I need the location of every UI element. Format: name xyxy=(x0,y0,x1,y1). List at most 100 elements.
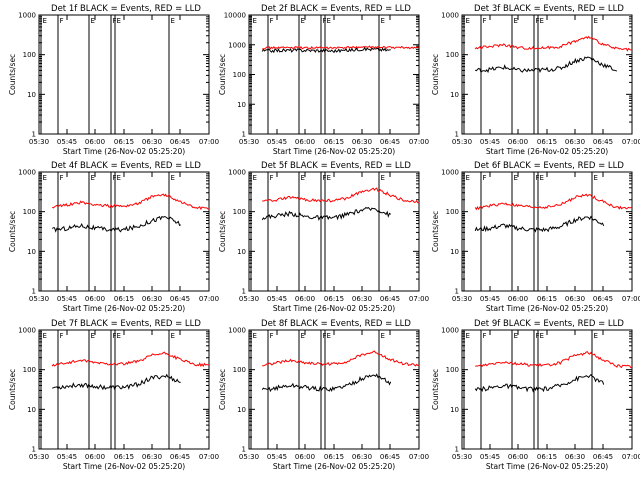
x-tick-label: 06:30 xyxy=(352,138,372,146)
x-tick-label: 06:30 xyxy=(142,295,162,303)
y-tick-label: 100 xyxy=(23,366,36,374)
event-marker-letter: F xyxy=(60,17,64,25)
y-tick-label: 100 xyxy=(233,208,246,216)
y-tick-label: 10 xyxy=(450,406,459,414)
x-tick-label: 05:30 xyxy=(239,453,259,461)
events-series-line xyxy=(261,206,391,221)
lld-series-line xyxy=(51,193,209,211)
panel-title: Det 9f BLACK = Events, RED = LLD xyxy=(474,319,624,329)
detector-panel-3: Det 3f BLACK = Events, RED = LLD Counts/s… xyxy=(431,4,640,156)
event-marker-letter: E xyxy=(301,17,305,25)
x-tick-label: 06:45 xyxy=(170,453,190,461)
y-tick-label: 1000 xyxy=(441,169,459,177)
x-axis-label: Start Time (26-Nov-02 05:25:20) xyxy=(63,304,185,313)
y-tick-label: 1 xyxy=(32,131,36,139)
detector-panel-8: Det 8f BLACK = Events, RED = LLD Counts/s… xyxy=(218,319,429,471)
event-marker-letter: F xyxy=(483,174,487,182)
y-tick-label: 10 xyxy=(450,91,459,99)
y-tick-label: 10000 xyxy=(224,12,246,20)
event-marker-letter: F xyxy=(60,174,64,182)
y-axis-label: Counts/sec xyxy=(431,211,440,252)
detector-panel-7: Det 7f BLACK = Events, RED = LLD Counts/s… xyxy=(8,319,219,471)
x-axis-label: Start Time (26-Nov-02 05:25:20) xyxy=(486,462,608,471)
x-axis-label: Start Time (26-Nov-02 05:25:20) xyxy=(486,147,608,156)
x-tick-label: 05:45 xyxy=(57,295,77,303)
event-marker-letter: F xyxy=(270,17,274,25)
y-tick-label: 10 xyxy=(27,248,36,256)
x-tick-label: 07:00 xyxy=(622,453,640,461)
x-tick-label: 06:00 xyxy=(85,453,105,461)
x-tick-label: 06:30 xyxy=(352,453,372,461)
event-marker-letter: E xyxy=(171,332,175,340)
x-tick-label: 05:45 xyxy=(267,295,287,303)
y-axis-label: Counts/sec xyxy=(8,211,17,252)
panel-title: Det 7f BLACK = Events, RED = LLD xyxy=(51,319,201,329)
x-tick-label: 05:30 xyxy=(452,138,472,146)
x-tick-label: 06:00 xyxy=(508,295,528,303)
lld-series-line xyxy=(262,187,420,204)
plot-frame xyxy=(38,329,210,450)
x-tick-label: 07:00 xyxy=(199,138,219,146)
event-marker-letter: F xyxy=(60,332,64,340)
y-axis-label: Counts/sec xyxy=(218,211,227,252)
x-tick-label: 05:45 xyxy=(267,138,287,146)
x-tick-label: 06:00 xyxy=(295,138,315,146)
event-marker-letter: E xyxy=(43,17,47,25)
y-tick-label: 100 xyxy=(233,366,246,374)
x-axis-label: Start Time (26-Nov-02 05:25:20) xyxy=(273,304,395,313)
panel-title: Det 1f BLACK = Events, RED = LLD xyxy=(51,4,201,14)
x-tick-label: 06:30 xyxy=(142,453,162,461)
event-marker-letter: E xyxy=(540,174,544,182)
x-tick-label: 06:45 xyxy=(170,138,190,146)
lld-series-line xyxy=(262,350,420,367)
x-tick-label: 05:30 xyxy=(29,453,49,461)
detector-panel-2: Det 2f BLACK = Events, RED = LLD Counts/s… xyxy=(218,4,429,156)
y-tick-label: 100 xyxy=(446,366,459,374)
x-axis-label: Start Time (26-Nov-02 05:25:20) xyxy=(486,304,608,313)
event-marker-letter: E xyxy=(540,332,544,340)
x-tick-label: 05:45 xyxy=(480,295,500,303)
x-tick-label: 06:15 xyxy=(324,138,344,146)
event-marker-letter: E xyxy=(594,332,598,340)
panel-title: Det 2f BLACK = Events, RED = LLD xyxy=(261,4,411,14)
x-tick-label: 05:30 xyxy=(239,295,259,303)
y-tick-label: 1 xyxy=(242,288,246,296)
x-tick-label: 06:45 xyxy=(593,138,613,146)
event-marker-letter: E xyxy=(466,174,470,182)
y-tick-label: 1000 xyxy=(18,169,36,177)
plot-frame xyxy=(38,14,210,135)
y-tick-label: 1000 xyxy=(228,41,246,49)
y-axis-label: Counts/sec xyxy=(431,369,440,410)
x-tick-label: 05:45 xyxy=(480,453,500,461)
y-tick-label: 1000 xyxy=(228,169,246,177)
x-tick-label: 06:15 xyxy=(324,295,344,303)
event-marker-letter: E xyxy=(117,332,121,340)
event-marker-letter: E xyxy=(514,332,518,340)
y-tick-label: 1000 xyxy=(18,12,36,20)
x-tick-label: 05:30 xyxy=(239,138,259,146)
x-tick-label: 06:45 xyxy=(380,295,400,303)
x-tick-label: 07:00 xyxy=(409,295,429,303)
y-tick-label: 10 xyxy=(450,248,459,256)
events-series-line xyxy=(474,215,605,233)
x-tick-label: 06:15 xyxy=(324,453,344,461)
event-marker-letter: E xyxy=(91,17,95,25)
x-tick-label: 06:00 xyxy=(295,453,315,461)
plot-frame xyxy=(248,14,420,135)
events-series-line xyxy=(474,373,605,393)
x-tick-label: 06:45 xyxy=(593,453,613,461)
panel-title: Det 5f BLACK = Events, RED = LLD xyxy=(261,161,411,171)
y-tick-label: 1 xyxy=(455,288,459,296)
event-marker-letter: E xyxy=(381,174,385,182)
y-axis-label: Counts/sec xyxy=(218,369,227,410)
event-marker-letter: E xyxy=(117,17,121,25)
event-marker-letter: E xyxy=(171,17,175,25)
y-tick-label: 1000 xyxy=(441,327,459,335)
y-tick-label: 1 xyxy=(32,446,36,454)
event-marker-letter: E xyxy=(43,332,47,340)
event-marker-letter: E xyxy=(514,174,518,182)
x-tick-label: 06:30 xyxy=(352,295,372,303)
y-tick-label: 10 xyxy=(237,248,246,256)
lld-series-line xyxy=(51,351,210,368)
event-marker-letter: F xyxy=(483,332,487,340)
